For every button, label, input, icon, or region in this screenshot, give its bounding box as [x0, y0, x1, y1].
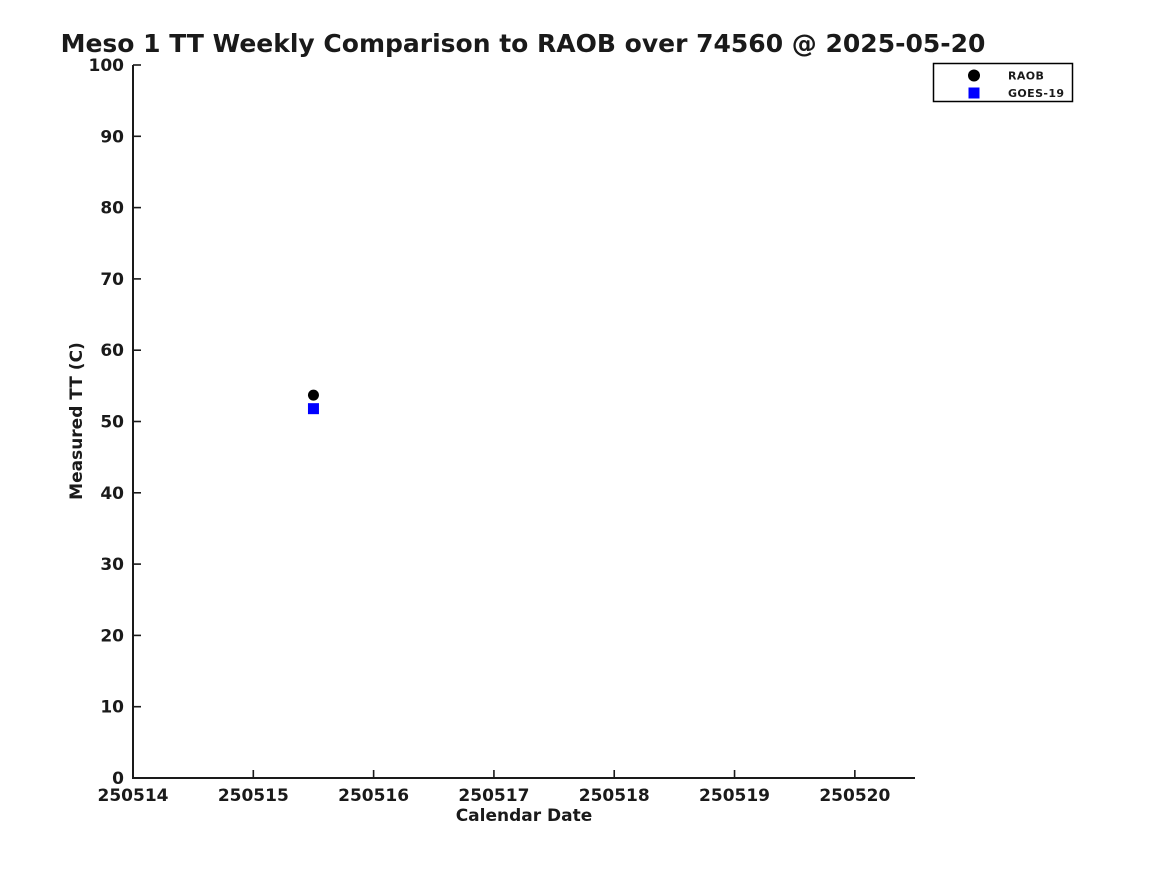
data-point-raob [307, 389, 319, 401]
x-tick-label: 250520 [819, 786, 890, 806]
data-points [307, 389, 319, 415]
chart-title: Meso 1 TT Weekly Comparison to RAOB over… [61, 29, 986, 58]
legend-label-raob: RAOB [1008, 70, 1044, 83]
legend-box [932, 62, 1074, 103]
x-tick-label: 250519 [699, 786, 770, 806]
x-tick-label: 250514 [98, 786, 169, 806]
y-tick-label: 10 [100, 698, 124, 718]
legend-label-goes-19: GOES-19 [1008, 87, 1065, 100]
y-tick-label: 90 [100, 127, 124, 147]
y-tick-label: 60 [100, 341, 124, 361]
y-tick-label: 40 [100, 484, 124, 504]
x-tick-label: 250518 [579, 786, 650, 806]
data-point-goes-19 [307, 403, 319, 415]
legend-marker-raob [968, 69, 980, 82]
legend-marker-goes-19 [968, 87, 980, 99]
legend: RAOB GOES-19 [932, 62, 1074, 103]
y-tick-label: 0 [112, 769, 124, 789]
x-tick-label: 250515 [218, 786, 289, 806]
x-axis-label: Calendar Date [456, 806, 593, 826]
y-tick-label: 30 [100, 555, 124, 575]
y-tick-label: 70 [100, 270, 124, 290]
x-tick-label: 250516 [338, 786, 409, 806]
y-tick-label: 50 [100, 413, 124, 433]
y-tick-label: 100 [89, 56, 125, 76]
x-axis-ticks: 250514 250515 250516 250517 250518 250519 2505… [98, 770, 890, 806]
y-axis-label: Measured TT (C) [67, 342, 87, 500]
y-tick-label: 20 [100, 626, 124, 646]
y-axis-ticks: 0 10 20 30 40 50 60 70 80 90 100 [89, 56, 141, 789]
x-tick-label: 250517 [458, 786, 529, 806]
axis-spines [132, 65, 915, 779]
y-tick-label: 80 [100, 199, 124, 219]
